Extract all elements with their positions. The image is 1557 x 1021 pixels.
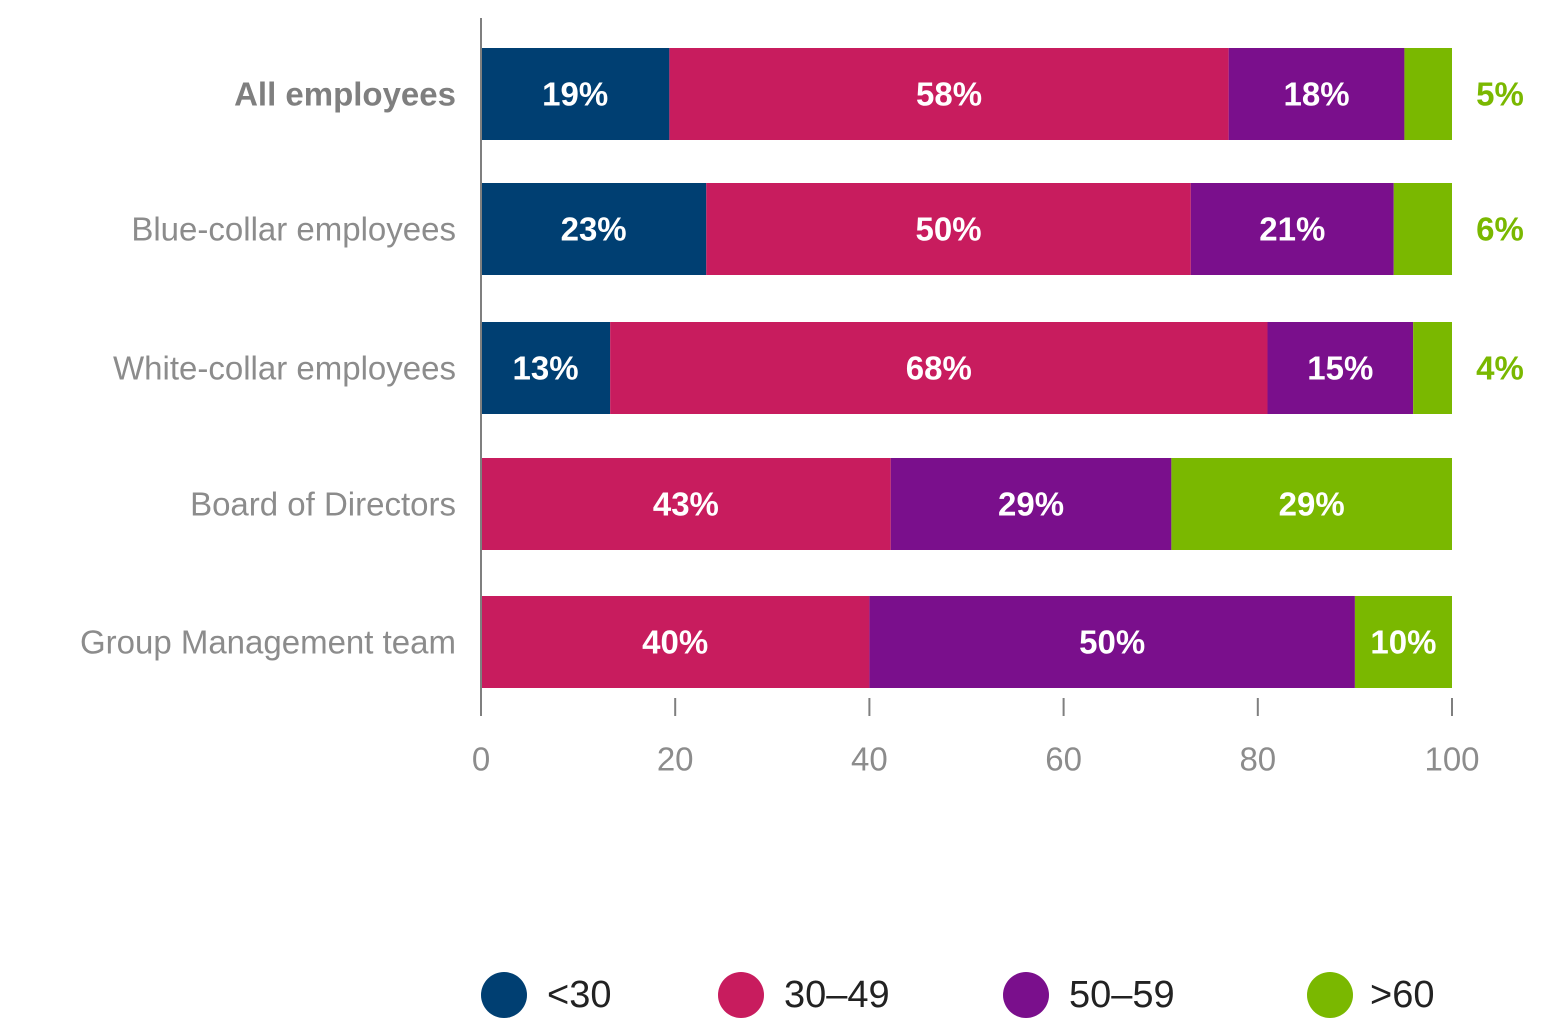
legend-label-lt30: <30 xyxy=(547,974,611,1016)
bars-layer: All employees 19% 58% 18% 5% Blue-collar empl… xyxy=(80,48,1524,688)
bar-segment-all-employees-30-49 xyxy=(669,48,1229,140)
x-tick-label-0: 0 xyxy=(472,741,490,778)
data-label-group-management-team-gt60: 10% xyxy=(1370,624,1436,661)
data-label-white-collar-employees-lt30: 13% xyxy=(513,350,579,387)
bar-segment-blue-collar-employees-gt60 xyxy=(1393,183,1452,275)
legend-swatch-gt60 xyxy=(1307,972,1353,1018)
legend-label-gt60: >60 xyxy=(1370,974,1434,1016)
bar-segment-all-employees-lt30 xyxy=(481,48,670,140)
category-label-board-of-directors: Board of Directors xyxy=(190,486,456,523)
data-label-blue-collar-employees-gt60: 6% xyxy=(1476,211,1524,248)
data-label-blue-collar-employees-lt30: 23% xyxy=(561,211,627,248)
category-label-all-employees: All employees xyxy=(234,76,456,113)
legend-swatch-lt30 xyxy=(481,972,527,1018)
data-label-group-management-team-50-59: 50% xyxy=(1079,624,1145,661)
data-label-board-of-directors-30-49: 43% xyxy=(653,486,719,523)
legend-swatch-30-49 xyxy=(718,972,764,1018)
x-tick-label-40: 40 xyxy=(851,741,888,778)
category-label-group-management-team: Group Management team xyxy=(80,624,456,661)
bar-segment-board-of-directors-gt60 xyxy=(1171,458,1452,550)
data-label-board-of-directors-50-59: 29% xyxy=(998,486,1064,523)
bar-segment-blue-collar-employees-lt30 xyxy=(481,183,707,275)
data-label-all-employees-lt30: 19% xyxy=(542,76,608,113)
data-label-all-employees-30-49: 58% xyxy=(916,76,982,113)
data-label-all-employees-gt60: 5% xyxy=(1476,76,1524,113)
category-label-white-collar-employees: White-collar employees xyxy=(113,350,456,387)
x-tick-label-80: 80 xyxy=(1239,741,1276,778)
legend-swatch-50-59 xyxy=(1003,972,1049,1018)
data-label-white-collar-employees-gt60: 4% xyxy=(1476,350,1524,387)
legend: <30 30–49 50–59 >60 xyxy=(481,972,1434,1018)
data-label-blue-collar-employees-50-59: 21% xyxy=(1259,211,1325,248)
bar-segment-group-management-team-gt60 xyxy=(1354,596,1452,688)
legend-label-30-49: 30–49 xyxy=(784,974,890,1016)
bar-segment-white-collar-employees-30-49 xyxy=(610,322,1268,414)
data-label-board-of-directors-gt60: 29% xyxy=(1279,486,1345,523)
bar-segment-board-of-directors-30-49 xyxy=(481,458,891,550)
bar-segment-white-collar-employees-lt30 xyxy=(481,322,611,414)
x-tick-label-60: 60 xyxy=(1045,741,1082,778)
data-label-all-employees-50-59: 18% xyxy=(1284,76,1350,113)
bar-segment-group-management-team-30-49 xyxy=(481,596,870,688)
x-tick-label-100: 100 xyxy=(1424,741,1479,778)
bar-segment-board-of-directors-50-59 xyxy=(890,458,1172,550)
data-label-white-collar-employees-50-59: 15% xyxy=(1307,350,1373,387)
bar-segment-group-management-team-50-59 xyxy=(869,596,1355,688)
x-tick-label-20: 20 xyxy=(657,741,694,778)
data-label-blue-collar-employees-30-49: 50% xyxy=(916,211,982,248)
data-label-group-management-team-30-49: 40% xyxy=(642,624,708,661)
data-label-white-collar-employees-30-49: 68% xyxy=(906,350,972,387)
axes-layer: 0 20 40 60 80 100 xyxy=(472,18,1480,778)
bar-segment-all-employees-50-59 xyxy=(1228,48,1405,140)
bar-segment-blue-collar-employees-50-59 xyxy=(1190,183,1394,275)
category-label-blue-collar-employees: Blue-collar employees xyxy=(131,211,456,248)
bar-segment-white-collar-employees-gt60 xyxy=(1413,322,1452,414)
bar-segment-white-collar-employees-50-59 xyxy=(1267,322,1414,414)
bar-segment-blue-collar-employees-30-49 xyxy=(706,183,1191,275)
legend-label-50-59: 50–59 xyxy=(1069,974,1175,1016)
bar-segment-all-employees-gt60 xyxy=(1404,48,1452,140)
